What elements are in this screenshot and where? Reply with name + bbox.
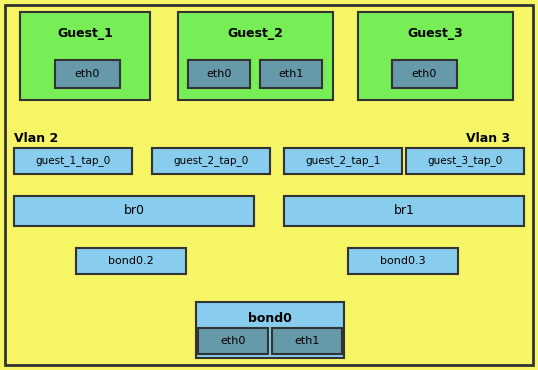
- Text: eth1: eth1: [278, 69, 303, 79]
- Text: Guest_3: Guest_3: [408, 27, 463, 40]
- Text: guest_2_tap_1: guest_2_tap_1: [305, 155, 381, 167]
- FancyBboxPatch shape: [406, 148, 524, 174]
- FancyBboxPatch shape: [20, 12, 150, 100]
- FancyBboxPatch shape: [188, 60, 250, 88]
- FancyBboxPatch shape: [55, 60, 120, 88]
- Text: bond0: bond0: [248, 312, 292, 324]
- FancyBboxPatch shape: [196, 302, 344, 358]
- Text: Guest_1: Guest_1: [57, 27, 113, 40]
- FancyBboxPatch shape: [272, 328, 342, 354]
- FancyBboxPatch shape: [392, 60, 457, 88]
- Text: Vlan 3: Vlan 3: [466, 131, 510, 145]
- FancyBboxPatch shape: [284, 196, 524, 226]
- FancyBboxPatch shape: [198, 328, 268, 354]
- FancyBboxPatch shape: [14, 148, 132, 174]
- Text: bond0.3: bond0.3: [380, 256, 426, 266]
- Text: eth1: eth1: [294, 336, 320, 346]
- FancyBboxPatch shape: [5, 5, 533, 365]
- Text: eth0: eth0: [221, 336, 246, 346]
- Text: eth0: eth0: [412, 69, 437, 79]
- Text: Guest_2: Guest_2: [228, 27, 284, 40]
- FancyBboxPatch shape: [358, 12, 513, 100]
- FancyBboxPatch shape: [348, 248, 458, 274]
- FancyBboxPatch shape: [260, 60, 322, 88]
- Text: guest_3_tap_0: guest_3_tap_0: [427, 155, 502, 167]
- FancyBboxPatch shape: [284, 148, 402, 174]
- Text: bond0.2: bond0.2: [108, 256, 154, 266]
- FancyBboxPatch shape: [14, 196, 254, 226]
- FancyBboxPatch shape: [178, 12, 333, 100]
- Text: eth0: eth0: [206, 69, 232, 79]
- Text: eth0: eth0: [75, 69, 100, 79]
- FancyBboxPatch shape: [76, 248, 186, 274]
- Text: br0: br0: [124, 205, 145, 218]
- Text: Vlan 2: Vlan 2: [14, 131, 58, 145]
- Text: guest_2_tap_0: guest_2_tap_0: [173, 155, 249, 167]
- Text: guest_1_tap_0: guest_1_tap_0: [36, 155, 111, 167]
- Text: br1: br1: [394, 205, 414, 218]
- FancyBboxPatch shape: [152, 148, 270, 174]
